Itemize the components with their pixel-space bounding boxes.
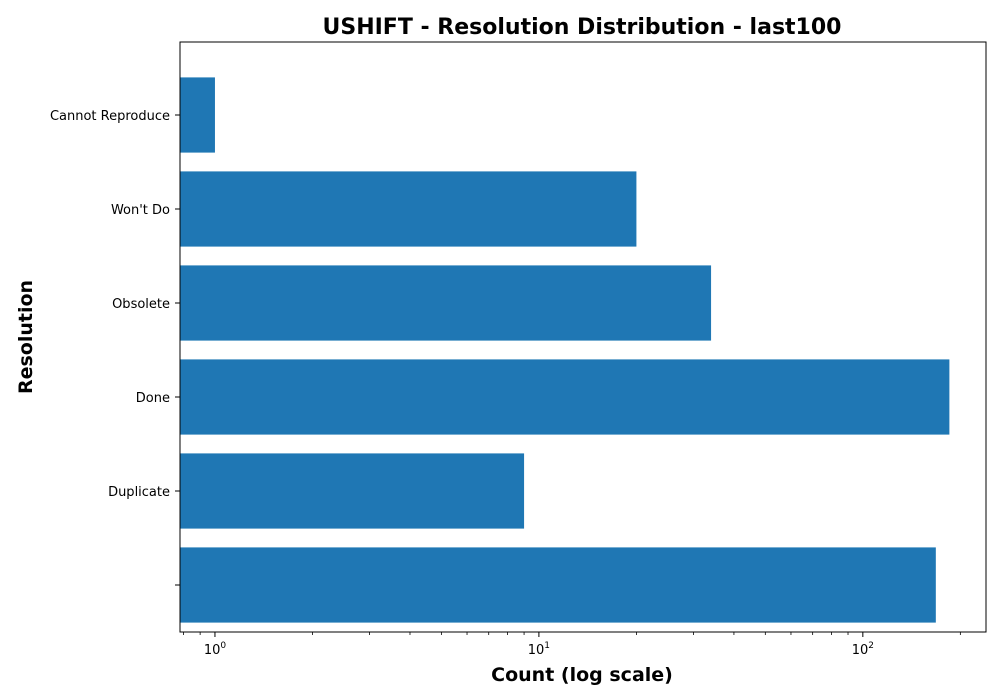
y-tick-label: Done	[136, 391, 170, 406]
y-axis-ticks: Cannot Reproduce Won't Do Obsolete Done Dupl…	[50, 109, 180, 586]
y-axis-label: Resolution	[15, 280, 37, 394]
plot-frame	[179, 41, 987, 633]
bars-layer	[180, 77, 950, 623]
y-tick-label: Won't Do	[111, 203, 170, 218]
bar	[180, 453, 525, 529]
y-tick-label: Duplicate	[108, 485, 170, 500]
x-axis-label: Count (log scale)	[491, 664, 673, 686]
chart-title: USHIFT - Resolution Distribution - last1…	[323, 15, 842, 40]
x-tick-label: 100	[204, 641, 227, 658]
x-axis-ticks: 100 101 102	[183, 632, 961, 658]
bar	[180, 359, 950, 435]
bar	[180, 265, 712, 341]
bar	[180, 171, 637, 247]
x-tick-label: 102	[852, 641, 874, 658]
y-tick-label: Cannot Reproduce	[50, 109, 170, 124]
x-tick-label: 101	[528, 641, 550, 658]
y-tick-label: Obsolete	[112, 297, 170, 312]
bar	[180, 547, 936, 623]
bar	[180, 77, 215, 153]
